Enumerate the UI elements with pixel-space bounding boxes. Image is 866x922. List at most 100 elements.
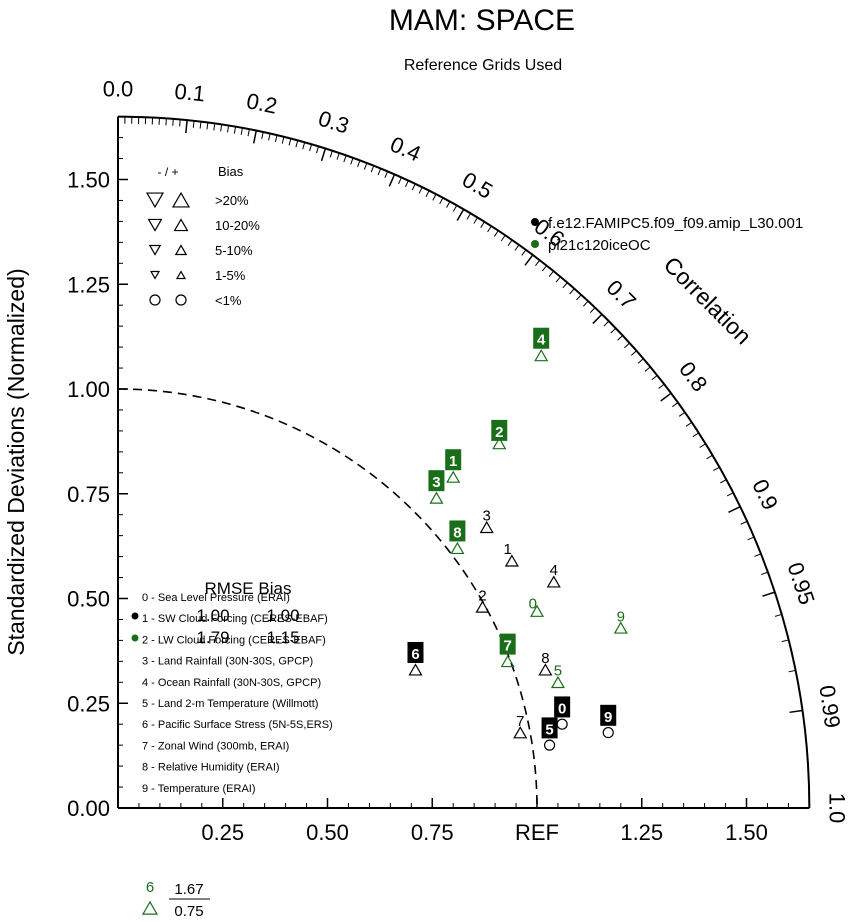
corr-minor-tick — [562, 282, 568, 289]
data-point-label-box — [428, 470, 445, 492]
correlation-ticks: 0.0 0.1 0.20.30.40.50.60.70.80.90.950.991.… — [103, 77, 850, 824]
corr-minor-tick — [425, 190, 430, 198]
corr-major-tick — [524, 254, 534, 266]
x-tick-label: 0.75 — [411, 820, 454, 845]
chart-title: MAM: SPACE — [389, 4, 575, 37]
case-legend-dot — [531, 240, 539, 248]
offscale-rmse: 1.67 — [174, 881, 203, 898]
corr-minor-tick — [247, 129, 250, 137]
data-point-marker — [602, 726, 614, 739]
correlation-label: Correlation — [659, 251, 757, 349]
rmse-reference-arc — [117, 388, 538, 809]
bias-legend-symbols: - / + — [157, 165, 178, 179]
bias-negative-marker — [149, 270, 161, 280]
data-point-marker — [538, 663, 553, 676]
bias-legend-label: <1% — [215, 293, 242, 308]
x-tick-label: 1.25 — [620, 820, 663, 845]
corr-minor-tick — [446, 201, 451, 208]
rmse-value: 1.00 — [196, 606, 229, 625]
data-point-label-box — [554, 696, 571, 718]
ref-label: REF — [515, 820, 559, 845]
data-point-label: 2 — [495, 424, 503, 441]
corr-minor-tick — [336, 152, 340, 160]
data-point-label: 3 — [432, 474, 440, 491]
corr-minor-tick — [658, 383, 665, 389]
corr-minor-tick — [487, 225, 492, 233]
corr-tick-label: 0.2 — [244, 88, 279, 119]
corr-minor-tick — [473, 217, 478, 224]
corr-minor-tick — [624, 342, 630, 349]
corr-minor-tick — [726, 492, 734, 497]
corr-minor-tick — [582, 300, 589, 307]
corr-minor-tick — [309, 144, 313, 152]
corr-minor-tick — [274, 135, 278, 143]
corr-minor-tick — [548, 270, 554, 277]
data-point-marker — [492, 437, 507, 450]
corr-major-tick — [388, 174, 396, 187]
data-point-label: 7 — [503, 638, 511, 655]
y-tick-label: 1.50 — [67, 168, 110, 193]
corr-minor-tick — [754, 553, 762, 557]
variable-list-item: 4 - Ocean Rainfall (30N-30S, GPCP) — [142, 677, 321, 689]
corr-minor-tick — [213, 123, 216, 131]
corr-minor-tick — [692, 432, 700, 438]
bias-value: 1.15 — [266, 628, 299, 647]
corr-major-tick — [762, 591, 776, 597]
bias-negative-marker — [148, 244, 162, 256]
bias-positive-marker — [175, 294, 187, 306]
variable-list-item: 0 - Sea Level Pressure (ERAI) — [142, 592, 290, 604]
corr-minor-tick — [685, 421, 693, 427]
bias-legend-header: Bias — [218, 164, 244, 179]
rmse-bias-table: RMSE Bias 1.00 1.00 1.79 1.15 — [131, 579, 300, 647]
corr-minor-tick — [493, 230, 499, 237]
corr-minor-tick — [315, 146, 319, 154]
x-tick-label: 0.50 — [306, 820, 349, 845]
bias-positive-marker — [174, 244, 188, 256]
data-point-marker — [479, 520, 494, 534]
corr-minor-tick — [295, 140, 299, 148]
corr-minor-tick — [480, 221, 485, 228]
corr-minor-tick — [288, 138, 292, 146]
corr-minor-tick — [302, 142, 306, 150]
corr-minor-tick — [507, 239, 513, 246]
data-point-label: 5 — [545, 721, 553, 738]
x-tick-label: 1.50 — [725, 820, 768, 845]
case-legend-label: f.e12.FAMIPC5.f09_f09.amip_L30.001 — [548, 215, 803, 232]
corr-minor-tick — [576, 294, 582, 301]
bias-negative-marker — [149, 294, 161, 306]
corr-major-tick — [592, 313, 603, 325]
data-point-label: 3 — [483, 508, 491, 525]
data-point-marker — [546, 575, 561, 588]
data-point-marker — [534, 349, 549, 362]
data-point-marker — [513, 726, 528, 739]
corr-minor-tick — [747, 536, 755, 541]
corr-minor-tick — [699, 443, 706, 448]
data-point-label: 1 — [449, 453, 457, 470]
data-point-label-box — [449, 520, 466, 542]
corr-major-tick — [456, 208, 465, 221]
corr-minor-tick — [630, 350, 637, 356]
variable-list-item: 2 - LW Cloud Forcing (CERES-EBAF) — [142, 634, 326, 646]
corr-tick-label: 0.3 — [315, 106, 352, 139]
corr-minor-tick — [637, 358, 644, 364]
bias-positive-marker — [171, 191, 191, 208]
x-tick-label: 0.25 — [201, 820, 244, 845]
data-points: 0 1 2 3 4 5 6 7 8 9 0 1 2 3 4 5 7 8 9 — [407, 327, 628, 751]
data-point-label: 7 — [516, 713, 524, 730]
bias-negative-marker — [145, 192, 165, 209]
offscale-label: 6 — [146, 879, 154, 896]
corr-minor-tick — [644, 366, 651, 372]
data-point-marker — [500, 654, 515, 668]
corr-minor-tick — [678, 411, 686, 417]
corr-tick-label: 0.99 — [814, 684, 845, 730]
data-point-label: 4 — [537, 332, 546, 349]
corr-tick-label: 0.8 — [674, 357, 712, 396]
y-tick-label: 0.25 — [67, 691, 110, 716]
data-point-marker — [556, 718, 568, 730]
corr-major-tick — [320, 148, 327, 162]
corr-minor-tick — [281, 136, 285, 144]
data-point-marker — [408, 663, 423, 676]
corr-minor-tick — [192, 120, 195, 128]
data-point-marker — [550, 675, 565, 689]
